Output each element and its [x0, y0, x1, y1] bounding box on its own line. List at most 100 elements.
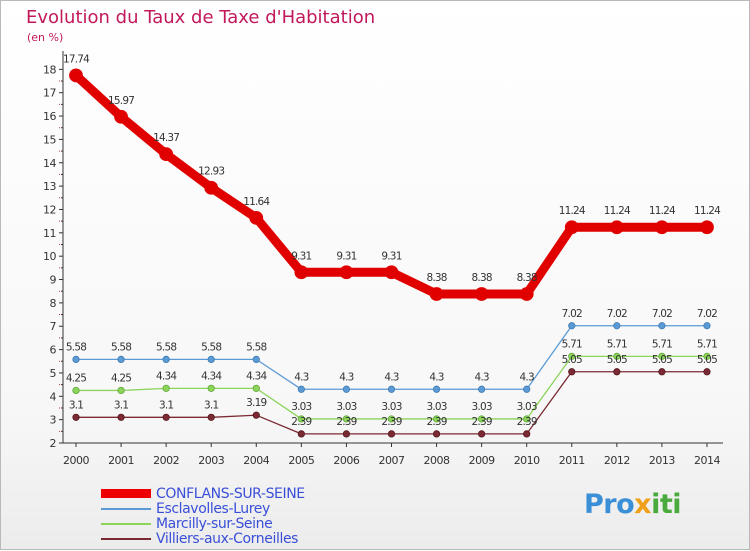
- y-tick-label: 10: [43, 250, 56, 263]
- y-tick-label: 11: [43, 227, 56, 240]
- x-tick-label: 2006: [333, 454, 359, 467]
- legend-swatch: [101, 489, 151, 498]
- data-label: 5.58: [66, 341, 86, 353]
- y-tick-label: 2: [50, 437, 57, 450]
- y-tick-label: 4: [50, 390, 57, 403]
- data-label: 11.24: [694, 205, 721, 217]
- x-tick-label: 2002: [153, 454, 179, 467]
- data-label: 5.58: [246, 341, 266, 353]
- data-label: 4.3: [520, 371, 534, 383]
- data-point: [387, 430, 396, 438]
- data-label: 3.03: [517, 401, 537, 413]
- data-point: [204, 180, 219, 195]
- data-point: [432, 415, 441, 423]
- data-point: [117, 413, 125, 421]
- proxiti-logo[interactable]: Proxiti: [584, 489, 681, 520]
- x-tick-label: 2000: [63, 454, 89, 467]
- logo-part-pro: Pro: [584, 489, 635, 520]
- data-label: 4.3: [474, 371, 488, 383]
- data-point: [162, 413, 170, 421]
- x-tick-label: 2014: [694, 454, 720, 467]
- data-point: [117, 386, 125, 395]
- data-label: 3.1: [204, 399, 218, 411]
- legend-item: CONFLANS-SUR-SEINE: [101, 485, 305, 502]
- data-point: [658, 322, 666, 330]
- data-label: 9.31: [381, 250, 401, 262]
- data-label: 7.02: [562, 308, 582, 320]
- data-point: [252, 355, 260, 363]
- legend-item: Marcilly-sur-Seine: [101, 515, 305, 532]
- data-label: 17.74: [63, 53, 90, 65]
- data-point: [523, 415, 531, 423]
- chart-title: Evolution du Taux de Taxe d'Habitation: [26, 7, 376, 28]
- y-tick-label: 8: [50, 297, 57, 310]
- chart-legend: CONFLANS-SUR-SEINE Esclavolles-Lurey Marci…: [101, 485, 305, 547]
- data-point: [162, 355, 170, 363]
- x-tick-label: 2001: [108, 454, 134, 467]
- data-label: 4.34: [201, 370, 222, 382]
- legend-item: Villiers-aux-Corneilles: [101, 531, 305, 547]
- data-point: [69, 68, 83, 83]
- data-point: [342, 415, 351, 423]
- data-label: 9.31: [336, 250, 356, 262]
- x-tick-label: 2003: [198, 454, 224, 467]
- data-label: 11.64: [243, 196, 270, 208]
- data-label: 7.02: [607, 308, 627, 320]
- data-label: 2.39: [472, 416, 492, 428]
- data-label: 5.71: [652, 338, 672, 350]
- data-label: 2.39: [517, 416, 537, 428]
- data-point: [117, 355, 125, 363]
- data-point: [72, 386, 80, 395]
- data-label: 3.1: [159, 399, 173, 411]
- data-point: [207, 355, 215, 363]
- data-point: [703, 352, 711, 360]
- data-point: [72, 355, 80, 363]
- data-label: 5.71: [697, 338, 717, 350]
- x-tick-label: 2008: [424, 454, 450, 467]
- data-point: [564, 220, 579, 235]
- data-point: [478, 430, 486, 438]
- legend-label: Marcilly-sur-Seine: [156, 515, 273, 532]
- data-label: 3.03: [381, 401, 401, 413]
- y-tick-label: 6: [50, 344, 57, 357]
- data-point: [568, 322, 576, 330]
- y-tick-label: 13: [43, 180, 56, 193]
- data-label: 11.24: [649, 205, 676, 217]
- y-tick-label: 7: [50, 320, 57, 333]
- data-label: 3.1: [114, 399, 128, 411]
- data-label: 4.34: [246, 370, 267, 382]
- data-point: [297, 415, 305, 423]
- legend-label: CONFLANS-SUR-SEINE: [156, 485, 305, 502]
- y-tick-label: 12: [43, 203, 56, 216]
- data-point: [613, 368, 621, 376]
- data-point: [658, 352, 666, 360]
- legend-swatch: [101, 507, 151, 510]
- legend-label: Esclavolles-Lurey: [156, 500, 270, 517]
- data-point: [207, 413, 215, 421]
- data-point: [342, 385, 351, 393]
- data-label: 9.31: [291, 250, 311, 262]
- data-label: 3.03: [426, 401, 446, 413]
- data-point: [478, 415, 486, 423]
- y-tick-label: 18: [43, 63, 56, 76]
- data-label: 5.58: [156, 341, 176, 353]
- y-tick-label: 17: [43, 87, 56, 100]
- data-point: [384, 265, 399, 280]
- x-tick-label: 2007: [378, 454, 404, 467]
- data-label: 3.03: [291, 401, 311, 413]
- data-label: 5.58: [111, 341, 131, 353]
- data-label: 14.37: [153, 132, 179, 144]
- data-point: [658, 368, 666, 376]
- x-tick-label: 2005: [288, 454, 314, 467]
- legend-item: Esclavolles-Lurey: [101, 500, 305, 517]
- y-tick-label: 15: [43, 133, 56, 146]
- data-point: [613, 352, 621, 360]
- data-label: 8.38: [426, 272, 446, 284]
- data-label: 11.24: [604, 205, 631, 217]
- data-point: [519, 287, 534, 301]
- data-point: [387, 385, 396, 393]
- data-label: 3.03: [336, 401, 356, 413]
- data-label: 5.05: [562, 354, 582, 366]
- x-tick-label: 2010: [514, 454, 540, 467]
